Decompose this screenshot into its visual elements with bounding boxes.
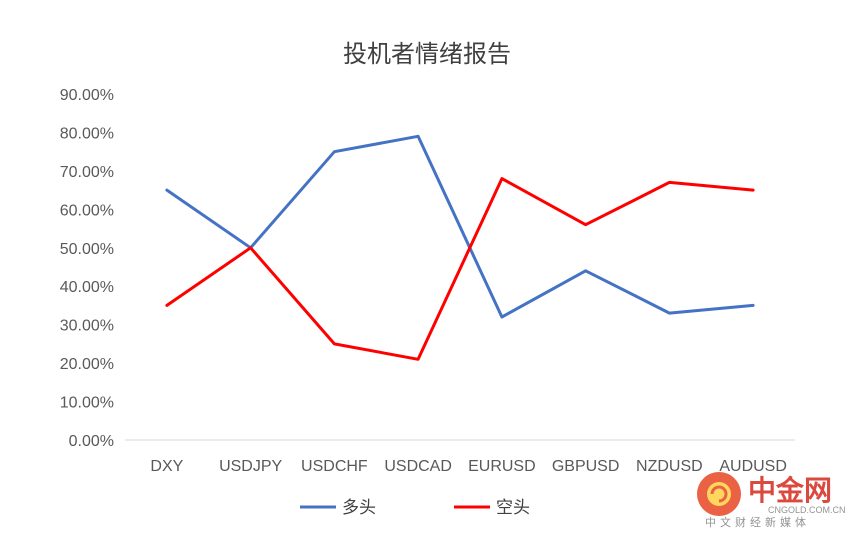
legend: 多头 空头: [300, 498, 530, 518]
x-tick-label: AUDUSD: [719, 458, 787, 475]
series-line-1: [165, 177, 755, 361]
x-tick-label: USDJPY: [219, 458, 282, 475]
watermark-tagline: 中文财经新媒体: [705, 515, 810, 529]
watermark-logo: 中金网 CNGOLD.COM.CN 中文财经新媒体: [697, 472, 846, 529]
y-tick-label: 10.00%: [60, 395, 114, 412]
y-tick-label: 60.00%: [60, 202, 114, 219]
watermark-brand: 中金网: [748, 474, 832, 507]
x-tick-label: GBPUSD: [552, 458, 620, 475]
y-tick-label: 30.00%: [60, 318, 114, 335]
series-lines: [165, 134, 755, 361]
x-tick-label: DXY: [150, 458, 183, 475]
watermark-url: CNGOLD.COM.CN: [768, 505, 846, 515]
x-axis-ticks: DXY USDJPY USDCHF USDCAD EURUSD GBPUSD NZDUSD A…: [150, 458, 786, 475]
y-axis-ticks: 0.00% 10.00% 20.00% 30.00% 40.00% 50.00% 60.00…: [60, 87, 114, 450]
x-tick-label: EURUSD: [468, 458, 536, 475]
chart-title: 投机者情绪报告: [343, 40, 511, 68]
x-tick-label: USDCHF: [301, 458, 368, 475]
x-tick-label: USDCAD: [384, 458, 452, 475]
x-tick-label: NZDUSD: [636, 458, 703, 475]
series-line-0: [165, 134, 755, 319]
logo-swirl-icon: [710, 485, 728, 503]
legend-label-long: 多头: [342, 498, 376, 518]
y-tick-label: 70.00%: [60, 164, 114, 181]
y-tick-label: 80.00%: [60, 125, 114, 142]
y-tick-label: 40.00%: [60, 279, 114, 296]
legend-label-short: 空头: [496, 498, 530, 518]
y-tick-label: 90.00%: [60, 87, 114, 104]
y-tick-label: 50.00%: [60, 241, 114, 258]
y-tick-label: 0.00%: [69, 433, 114, 450]
y-tick-label: 20.00%: [60, 356, 114, 373]
